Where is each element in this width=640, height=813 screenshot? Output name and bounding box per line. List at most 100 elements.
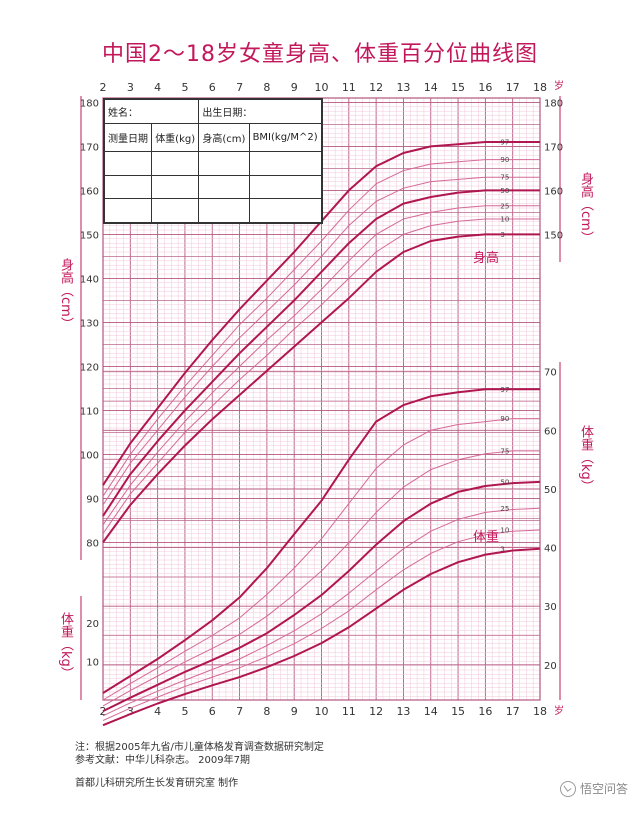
x-tick-label-bottom: 15 — [451, 705, 465, 718]
col-date: 测量日期 — [103, 123, 153, 152]
percentile-label-10: 10 — [500, 216, 509, 224]
height-tick-left: 130 — [80, 318, 99, 329]
footnote-reference: 参考文献：中华儿科杂志。 2009年7期 — [75, 755, 250, 766]
percentile-label-25: 25 — [500, 505, 509, 513]
weight-tick-right: 50 — [544, 485, 557, 496]
weight-tick-right: 20 — [544, 661, 557, 672]
x-tick-label-top: 2 — [100, 81, 107, 94]
x-tick-label-top: 15 — [451, 81, 465, 94]
weight-tick-left: 10 — [86, 658, 99, 669]
height-tick-left: 160 — [80, 186, 99, 197]
x-tick-label-top: 16 — [478, 81, 492, 94]
weight-axis-label-left: 体重（kg） — [58, 612, 73, 680]
height-tick-left: 180 — [80, 98, 99, 109]
cell[interactable] — [151, 151, 200, 176]
x-tick-label-top: 5 — [181, 81, 188, 94]
x-tick-label-top: 7 — [236, 81, 243, 94]
tick-labels: 2 2 3 3 4 4 5 5 6 6 7 7 8 8 9 9 10 10 11 11 12 12 13 13 14 14 15 15… — [80, 79, 564, 718]
cell[interactable] — [198, 174, 250, 200]
x-tick-label-top: 6 — [209, 81, 216, 94]
x-tick-label-bottom: 8 — [263, 705, 270, 718]
height-curve-label: 身高 — [473, 250, 499, 266]
x-tick-label-bottom: 3 — [127, 705, 134, 718]
x-tick-label-bottom: 6 — [209, 705, 216, 718]
height-tick-left: 120 — [80, 362, 99, 373]
footnote-maker: 首都儿科研究所生长发育研究室 制作 — [75, 778, 239, 789]
cell[interactable] — [248, 174, 323, 200]
percentile-label-97: 97 — [500, 386, 509, 394]
height-tick-right: 160 — [544, 186, 563, 197]
cell[interactable] — [248, 198, 323, 223]
x-tick-label-bottom: 9 — [291, 705, 298, 718]
col-weight: 体重(kg) — [151, 123, 200, 152]
x-tick-label-bottom: 10 — [315, 705, 329, 718]
percentile-line-25 — [102, 205, 540, 526]
weight-tick-right: 40 — [544, 544, 557, 555]
percentile-line-90 — [102, 418, 540, 701]
x-tick-label-bottom: 5 — [181, 705, 188, 718]
x-tick-label-top: 18 — [533, 81, 547, 94]
height-tick-left: 150 — [80, 230, 99, 241]
height-tick-right: 150 — [544, 230, 563, 241]
x-tick-label-top: 17 — [506, 81, 520, 94]
x-tick-label-bottom: 11 — [342, 705, 356, 718]
x-tick-label-bottom: 18 — [533, 705, 547, 718]
height-tick-right: 180 — [544, 98, 563, 109]
cell[interactable] — [198, 198, 250, 223]
x-tick-label-bottom: 12 — [369, 705, 383, 718]
col-height: 身高(cm) — [198, 123, 250, 152]
cell[interactable] — [198, 151, 250, 176]
wukong-logo-icon — [559, 781, 576, 797]
height-axis-label-right: 身高（cm） — [578, 172, 593, 244]
weight-axis-label-right: 体重（kg） — [578, 425, 593, 493]
cell[interactable] — [151, 174, 200, 200]
x-tick-label-top: 12 — [369, 81, 383, 94]
cell[interactable] — [151, 198, 200, 223]
height-tick-left: 170 — [80, 142, 99, 153]
age-unit-top: 岁 — [554, 79, 564, 92]
watermark-text: 悟空问答 — [579, 781, 628, 796]
col-bmi: BMI(kg/M^2) — [248, 123, 323, 152]
weight-tick-left: 20 — [86, 619, 99, 630]
x-tick-label-bottom: 14 — [424, 705, 438, 718]
x-tick-label-top: 13 — [396, 81, 410, 94]
birth-label: 出生日期： — [198, 99, 322, 124]
table-row — [103, 174, 323, 200]
watermark: 悟空问答 — [559, 780, 628, 797]
x-tick-label-bottom: 17 — [506, 705, 520, 718]
x-tick-label-bottom: 13 — [396, 705, 410, 718]
cell[interactable] — [103, 151, 153, 176]
cell[interactable] — [103, 174, 153, 200]
x-tick-label-top: 11 — [342, 81, 356, 94]
percentile-line-75 — [102, 450, 540, 707]
x-tick-label-bottom: 16 — [478, 705, 492, 718]
x-tick-label-top: 8 — [263, 81, 270, 94]
cell[interactable] — [248, 151, 323, 176]
cell[interactable] — [103, 198, 153, 223]
weight-tick-right: 60 — [544, 426, 557, 437]
footnote-source: 注：根据2005年九省/市儿童体格发育调查数据研究制定 — [75, 742, 324, 753]
x-tick-label-top: 14 — [424, 81, 438, 94]
height-axis-label-left: 身高（cm） — [58, 258, 73, 330]
name-label: 姓名： — [103, 99, 200, 124]
percentile-label-75: 75 — [500, 447, 509, 455]
x-tick-label-bottom: 7 — [236, 705, 243, 718]
weight-curve-label: 体重 — [473, 529, 499, 545]
table-row — [103, 151, 323, 176]
height-tick-left: 90 — [86, 494, 99, 505]
percentile-line-3 — [102, 547, 541, 727]
percentile-line-10 — [102, 529, 541, 721]
percentile-label-25: 25 — [500, 202, 509, 210]
percentile-line-97 — [102, 388, 540, 694]
percentile-line-10 — [102, 218, 540, 534]
age-unit-bottom: 岁 — [554, 704, 564, 717]
percentile-label-3: 3 — [500, 545, 504, 553]
chart-title: 中国2～18岁女童身高、体重百分位曲线图 — [102, 42, 538, 67]
percentile-line-75 — [102, 176, 540, 506]
percentile-line-3 — [102, 233, 540, 543]
percentile-label-97: 97 — [500, 139, 509, 147]
height-tick-left: 140 — [80, 274, 99, 285]
percentile-label-10: 10 — [500, 527, 509, 535]
